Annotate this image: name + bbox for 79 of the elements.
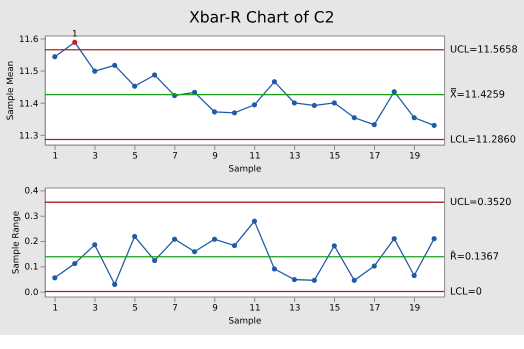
point: [412, 272, 417, 278]
point: [432, 236, 437, 242]
y-tick-label: 11.5: [18, 67, 38, 78]
point: [332, 243, 337, 248]
y-tick-label: 0.2: [24, 237, 38, 248]
x-tick-label: 9: [212, 152, 218, 162]
point: [152, 72, 158, 78]
point: [272, 266, 277, 272]
point: [352, 115, 357, 120]
point: [252, 102, 258, 108]
point: [212, 236, 218, 242]
point: [212, 109, 218, 114]
point: [232, 242, 238, 248]
y-axis-title: Sample Range: [12, 210, 22, 274]
point: [192, 249, 198, 254]
point: [272, 79, 277, 84]
point: [432, 122, 437, 128]
point: [132, 84, 138, 89]
x-tick-label: 7: [172, 152, 178, 162]
x-tick-label: 7: [172, 304, 178, 314]
x-axis-title: Sample: [228, 164, 262, 174]
ref-line-label: UCL=0.3520: [450, 197, 512, 208]
point: [352, 278, 357, 283]
y-tick-label: 0.0: [24, 288, 38, 298]
x-axis-title: Sample: [228, 316, 262, 326]
ref-line-label: X̿=11.4259: [450, 88, 505, 101]
y-tick-label: 11.6: [18, 35, 39, 46]
x-tick-label: 17: [369, 152, 380, 162]
point: [92, 242, 98, 248]
point: [392, 236, 397, 242]
point: [52, 275, 58, 280]
x-tick-label: 3: [92, 152, 98, 162]
point: [372, 264, 377, 269]
x-tick-label: 5: [132, 152, 138, 162]
x-tick-label: 5: [132, 304, 138, 314]
point: [392, 89, 397, 94]
x-tick-label: 13: [289, 304, 300, 314]
point: [72, 261, 78, 266]
x-tick-label: 9: [212, 304, 218, 314]
x-tick-label: 19: [409, 152, 420, 162]
point: [412, 115, 417, 120]
ref-line-label: UCL=11.5658: [450, 44, 518, 56]
point: [92, 68, 98, 74]
point: [112, 282, 118, 287]
y-tick-label: 11.3: [18, 131, 38, 142]
point: [72, 40, 78, 45]
point: [312, 278, 317, 283]
point: [52, 54, 58, 60]
point: [152, 258, 158, 264]
point: [172, 236, 178, 242]
x-tick-label: 15: [329, 152, 340, 162]
x-tick-label: 1: [52, 304, 58, 314]
x-tick-label: 19: [409, 304, 420, 314]
ref-line-label: LCL=11.2860: [450, 134, 516, 146]
point: [112, 62, 118, 68]
y-tick-label: 0.4: [24, 186, 39, 196]
x-tick-label: 11: [249, 152, 261, 162]
x-tick-label: 11: [249, 304, 261, 314]
point: [252, 218, 258, 224]
annotation: 1: [72, 29, 78, 40]
point: [232, 110, 238, 116]
point: [132, 234, 138, 239]
point: [292, 276, 297, 282]
y-tick-label: 0.3: [24, 212, 38, 222]
point: [292, 100, 297, 106]
chart-title: Xbar-R Chart of C2: [189, 8, 335, 26]
y-axis-title: Sample Mean: [6, 60, 16, 120]
point: [372, 122, 377, 128]
x-tick-label: 1: [52, 152, 58, 162]
point: [332, 100, 337, 106]
x-tick-label: 13: [289, 152, 300, 162]
y-tick-label: 0.1: [24, 262, 38, 273]
x-tick-label: 15: [329, 304, 340, 314]
ref-line-label: R̄=0.1367: [450, 250, 499, 263]
ref-line-label: LCL=0: [450, 286, 482, 298]
y-tick-label: 11.4: [18, 99, 39, 110]
x-tick-label: 17: [369, 304, 380, 314]
point: [312, 102, 317, 108]
x-tick-label: 3: [92, 304, 98, 314]
